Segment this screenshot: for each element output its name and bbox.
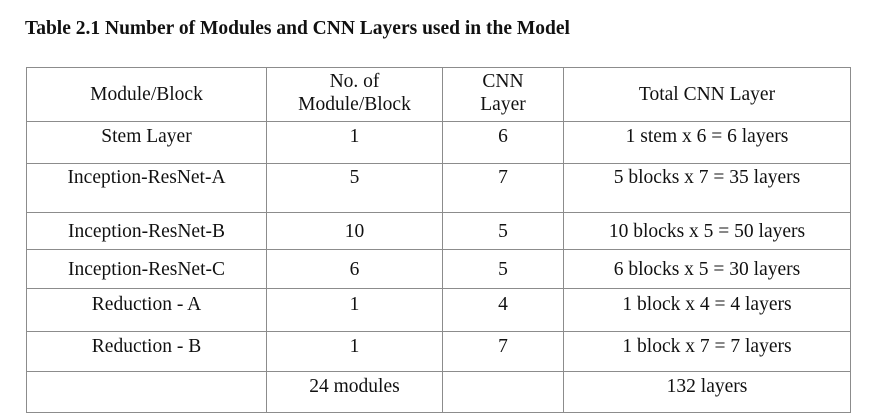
cell-cnn: 7 [442,163,564,213]
table-row: Reduction - A 1 4 1 block x 4 = 4 layers [26,288,851,332]
cell-count: 5 [266,163,443,213]
cell-cnn: 4 [442,288,564,332]
cell-count: 1 [266,331,443,372]
cell-cnn: 5 [442,249,564,289]
cell-total: 1 stem x 6 = 6 layers [563,121,851,164]
cell-count: 1 [266,121,443,164]
header-row: Module/Block No. of Module/Block CNN Lay… [26,67,851,122]
header-module: Module/Block [26,67,267,122]
header-count: No. of Module/Block [266,67,443,122]
totals-total: 132 layers [563,371,851,413]
table-row: Inception-ResNet-A 5 7 5 blocks x 7 = 35… [26,163,851,213]
cell-count: 6 [266,249,443,289]
table-row: Inception-ResNet-B 10 5 10 blocks x 5 = … [26,212,851,250]
cell-count: 10 [266,212,443,250]
cell-module: Inception-ResNet-A [26,163,267,213]
cell-module: Reduction - B [26,331,267,372]
header-total: Total CNN Layer [563,67,851,122]
cell-cnn: 7 [442,331,564,372]
header-cnn: CNN Layer [442,67,564,122]
table-row: Reduction - B 1 7 1 block x 7 = 7 layers [26,331,851,372]
header-count-line2: Module/Block [298,94,411,115]
cell-count: 1 [266,288,443,332]
cell-total: 1 block x 4 = 4 layers [563,288,851,332]
cell-module: Reduction - A [26,288,267,332]
table-caption: Table 2.1 Number of Modules and CNN Laye… [25,18,570,39]
cell-total: 6 blocks x 5 = 30 layers [563,249,851,289]
cell-total: 1 block x 7 = 7 layers [563,331,851,372]
header-cnn-line2: Layer [480,94,526,115]
modules-table: Module/Block No. of Module/Block CNN Lay… [26,67,851,413]
header-count-line1: No. of [329,71,380,92]
cell-module: Inception-ResNet-B [26,212,267,250]
cell-total: 5 blocks x 7 = 35 layers [563,163,851,213]
totals-row: 24 modules 132 layers [26,371,851,413]
totals-module [26,371,267,413]
table-row: Inception-ResNet-C 6 5 6 blocks x 5 = 30… [26,249,851,289]
totals-count: 24 modules [266,371,443,413]
table-row: Stem Layer 1 6 1 stem x 6 = 6 layers [26,121,851,164]
cell-cnn: 5 [442,212,564,250]
cell-module: Stem Layer [26,121,267,164]
totals-cnn [442,371,564,413]
cell-module: Inception-ResNet-C [26,249,267,289]
cell-total: 10 blocks x 5 = 50 layers [563,212,851,250]
cell-cnn: 6 [442,121,564,164]
header-cnn-line1: CNN [482,71,524,92]
